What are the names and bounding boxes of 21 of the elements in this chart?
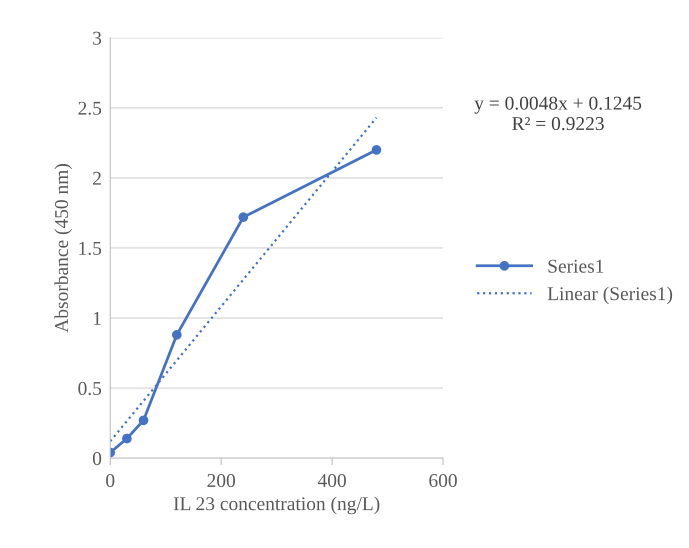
point bbox=[172, 330, 182, 340]
x-tick-label: 400 bbox=[318, 474, 346, 488]
point bbox=[372, 145, 382, 155]
point bbox=[238, 212, 248, 222]
y-tick-label: 0 bbox=[92, 452, 102, 466]
y-tick-label: 2 bbox=[93, 172, 101, 185]
y-tick-label: 2.5 bbox=[78, 102, 102, 115]
y-tick-label: 1 bbox=[94, 312, 101, 325]
y-tick-label: 0.5 bbox=[78, 382, 102, 396]
legend-label: Linear (Series1) bbox=[548, 286, 672, 304]
x-tick-label: 0 bbox=[106, 474, 114, 488]
text: y = 0.0048x + 0.1245 R² = 0.9223 bbox=[474, 96, 642, 130]
x-tick-label: 200 bbox=[207, 474, 236, 488]
point bbox=[122, 434, 132, 444]
point bbox=[138, 415, 148, 426]
y-tick-label: 1.5 bbox=[79, 242, 102, 255]
legend-label: Series1 bbox=[548, 260, 604, 273]
y-tick-label: 3 bbox=[93, 32, 102, 45]
x-axis-title: IL 23 concentration (ng/L) bbox=[174, 496, 380, 514]
y-axis-title: Absorbance (450 nm) bbox=[54, 164, 72, 333]
x-tick-label: 600 bbox=[429, 474, 457, 488]
